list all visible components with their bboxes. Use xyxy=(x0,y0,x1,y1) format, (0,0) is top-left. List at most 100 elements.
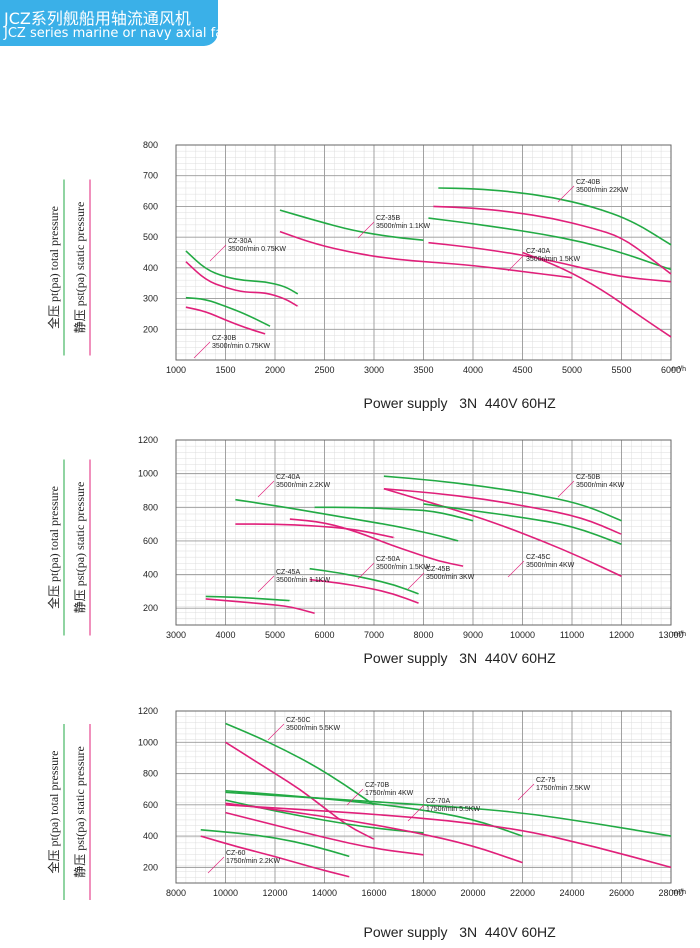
y-tick-label: 1200 xyxy=(138,435,158,445)
x-unit-label: m³/h xyxy=(672,366,686,373)
series-line-cz-50a-static xyxy=(309,578,419,604)
y-tick-label: 600 xyxy=(143,800,158,810)
y-tick-label: 300 xyxy=(143,294,158,304)
x-axis-title: Power supply 3N 440V 60HZ xyxy=(364,924,557,940)
label-leader-line xyxy=(207,856,225,874)
label-leader-line xyxy=(557,185,575,203)
y-tick-label: 500 xyxy=(143,232,158,242)
x-tick-label: 5000 xyxy=(562,365,582,375)
x-tick-label: 16000 xyxy=(361,888,386,898)
model-spec: 3500r/min 4KW xyxy=(526,562,575,569)
x-axis-title: Power supply 3N 440V 60HZ xyxy=(364,650,557,666)
series-line-cz-40a-total xyxy=(235,498,459,542)
model-spec: 1750r/min 2.2KW xyxy=(226,858,280,865)
series-line-cz-70b-static xyxy=(225,811,424,856)
label-leader-line xyxy=(346,788,364,806)
model-label: CZ-50C xyxy=(286,717,311,724)
model-spec: 3500r/min 0.75KW xyxy=(212,343,270,350)
series-line-cz-40a-static xyxy=(428,241,672,283)
x-tick-label: 10000 xyxy=(510,630,535,640)
model-spec: 3500r/min 1.1KW xyxy=(276,577,330,584)
model-spec: 3500r/min 1.5KW xyxy=(526,256,580,263)
x-tick-label: 2000 xyxy=(265,365,285,375)
x-tick-label: 5000 xyxy=(265,630,285,640)
label-leader-line xyxy=(407,572,425,590)
y-tick-label: 800 xyxy=(143,769,158,779)
series-line-cz-50c-static xyxy=(225,741,375,840)
x-tick-label: 18000 xyxy=(411,888,436,898)
y-tick-label: 800 xyxy=(143,140,158,150)
model-label: CZ-50B xyxy=(576,474,600,481)
y-tick-label: 200 xyxy=(143,862,158,872)
x-tick-label: 22000 xyxy=(510,888,535,898)
label-leader-line xyxy=(257,575,275,593)
x-tick-label: 8000 xyxy=(166,888,186,898)
plot-frame xyxy=(175,710,672,884)
label-leader-line xyxy=(257,480,275,498)
y-tick-label: 1200 xyxy=(138,706,158,716)
series-line-cz-45c-static xyxy=(383,488,622,577)
model-label: CZ-50A xyxy=(376,556,400,563)
model-spec: 1750r/min 4KW xyxy=(365,790,414,797)
x-unit-label: m³/h xyxy=(672,631,686,638)
series-line-cz-35b-static xyxy=(279,230,573,279)
x-tick-label: 10000 xyxy=(213,888,238,898)
label-leader-line xyxy=(357,562,375,580)
x-tick-label: 26000 xyxy=(609,888,634,898)
y-tick-label: 400 xyxy=(143,831,158,841)
series-line-cz-35b-total xyxy=(279,209,424,242)
series-line-cz-75-static xyxy=(225,804,672,869)
series-line-cz-45b-static xyxy=(289,518,464,567)
label-leader-line xyxy=(407,804,425,822)
x-tick-label: 9000 xyxy=(463,630,483,640)
label-leader-line xyxy=(209,244,227,262)
y-tick-label: 600 xyxy=(143,536,158,546)
model-spec: 1750r/min 5.5KW xyxy=(426,806,480,813)
series-line-cz-50c-total xyxy=(225,722,375,806)
series-line-cz-40b-static xyxy=(433,205,672,275)
chart-2: 3000 4000 5000 6000 7000 8000 9000 10000 11000 12… xyxy=(46,435,686,666)
x-tick-label: 1000 xyxy=(166,365,186,375)
series-line-cz-40a-static xyxy=(235,523,394,539)
plot-frame xyxy=(175,439,672,626)
series-line-cz-60-total xyxy=(200,829,350,858)
x-tick-label: 28000 xyxy=(658,888,683,898)
header-band: JCZ系列舰船用轴流通风机 JCZ series marine or navy … xyxy=(0,0,231,46)
model-label: CZ-40B xyxy=(576,179,600,186)
chart-1: 1000 1500 2000 2500 3000 3500 4000 4500 5000 5500… xyxy=(46,140,686,411)
label-leader-line xyxy=(357,221,375,239)
model-label: CZ-70A xyxy=(426,798,450,805)
x-tick-label: 3000 xyxy=(364,365,384,375)
model-spec: 1750r/min 7.5KW xyxy=(536,785,590,792)
model-label: CZ-70B xyxy=(365,782,389,789)
model-label: CZ-45A xyxy=(276,569,300,576)
series-line-cz-70b-total xyxy=(225,799,424,834)
y-tick-label: 700 xyxy=(143,171,158,181)
chart-3: 8000 10000 12000 14000 16000 18000 20000 22000 2… xyxy=(46,706,686,940)
series-line-cz-50b-static xyxy=(383,487,622,535)
x-tick-label: 1500 xyxy=(215,365,235,375)
y-tick-label: 1000 xyxy=(138,469,158,479)
x-tick-label: 20000 xyxy=(460,888,485,898)
page-title-en: JCZ series marine or navy axial fan xyxy=(4,26,232,41)
x-axis-title: Power supply 3N 440V 60HZ xyxy=(364,395,557,411)
model-label: CZ-40A xyxy=(526,248,550,255)
model-spec: 3500r/min 4KW xyxy=(576,482,625,489)
x-tick-label: 2500 xyxy=(314,365,334,375)
plot-frame xyxy=(175,144,672,361)
series-line-cz-45a-static xyxy=(205,598,315,615)
series-line-cz-30a-static xyxy=(185,261,299,308)
x-tick-label: 4000 xyxy=(463,365,483,375)
y-axis-title-static: 静压 pst(pa) static pressure xyxy=(73,746,87,878)
series-line-cz-60-static xyxy=(200,835,350,878)
model-spec: 3500r/min 5.5KW xyxy=(286,725,340,732)
y-axis-title-total: 全压 pt(pa) total pressure xyxy=(46,206,61,329)
page-title-cn: JCZ系列舰船用轴流通风机 xyxy=(4,9,191,28)
y-tick-label: 400 xyxy=(143,263,158,273)
model-spec: 3500r/min 1.5KW xyxy=(376,564,430,571)
y-tick-label: 200 xyxy=(143,324,158,334)
x-tick-label: 3000 xyxy=(166,630,186,640)
series-line-cz-30b-static xyxy=(185,306,266,335)
x-tick-label: 5500 xyxy=(611,365,631,375)
x-tick-label: 12000 xyxy=(262,888,287,898)
